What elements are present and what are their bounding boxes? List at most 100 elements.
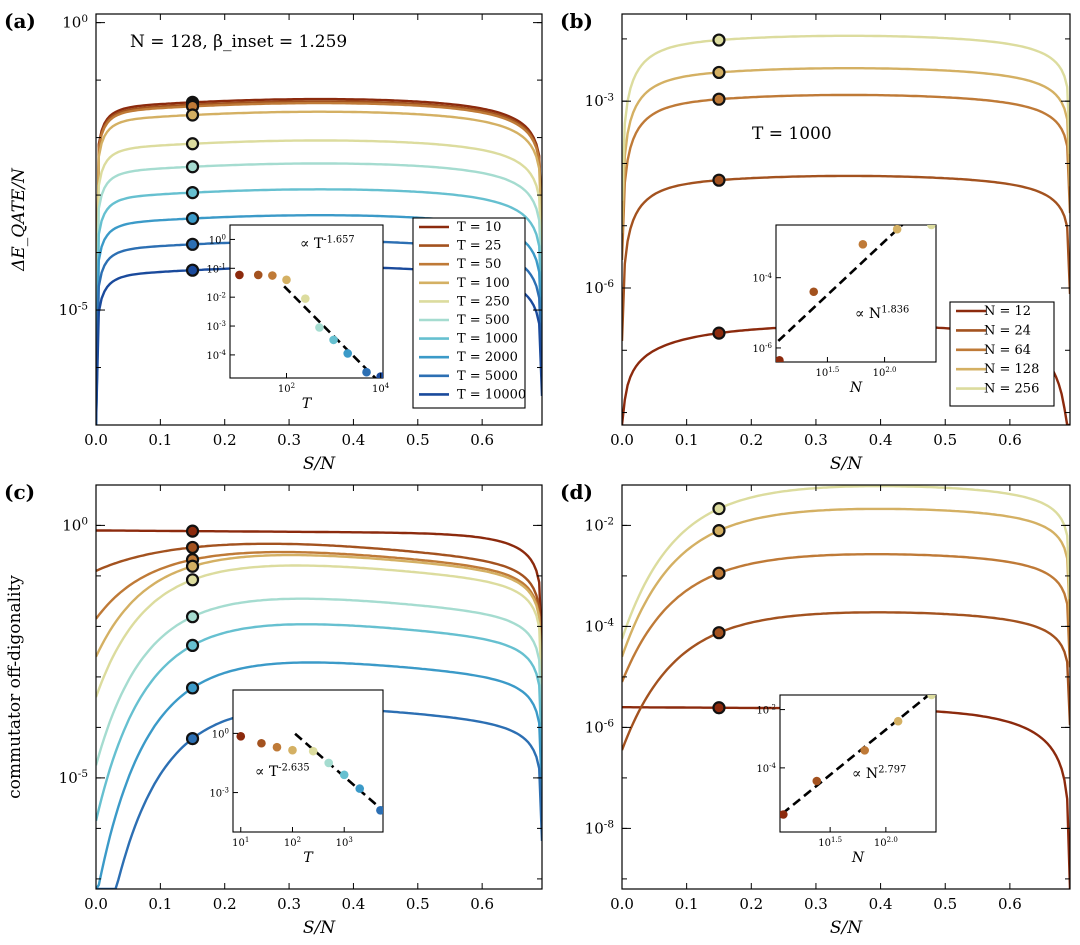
inset-point	[376, 372, 383, 378]
x-tick-label: 0.6	[470, 895, 494, 913]
y-tick-label: 10-6	[585, 718, 615, 737]
inset-y-tick-label: 10-4	[206, 349, 226, 362]
plot-frame	[95, 484, 543, 890]
y-tick-label: 10-4	[585, 617, 615, 636]
panel-d: 0.0 0.1 0.2 0.3 0.4 0.5 0.6 10-2 10-4 10-6 10-8 (d)…	[560, 480, 1071, 938]
series-line	[96, 100, 542, 369]
legend-label: T = 5000	[457, 369, 518, 384]
inset-point	[301, 294, 310, 303]
series-marker	[712, 173, 726, 187]
series-line	[622, 34, 1070, 201]
inset-y-tick-label: 10-2	[206, 291, 226, 304]
y-tick-label: 10-2	[585, 516, 614, 535]
y-axis-label: commutator off-digonality	[5, 575, 25, 799]
inset-fit-label: ∝ N2.797	[852, 765, 906, 782]
series-marker	[712, 701, 726, 715]
inset-point	[893, 716, 903, 726]
inset-point	[257, 738, 266, 748]
inset-x-tick-label: 101	[232, 836, 249, 849]
inset-fit-line	[777, 225, 904, 342]
y-tick-label: 10-6	[585, 278, 615, 297]
y-tick-label: 10-3	[585, 91, 614, 110]
series-line	[96, 564, 542, 700]
series-marker	[185, 524, 200, 538]
inset-point	[812, 776, 822, 786]
x-tick-label: 0.2	[739, 431, 763, 449]
x-tick-label: 0.6	[998, 431, 1022, 449]
series-marker	[712, 33, 726, 47]
inset-fit-label: ∝ N1.836	[855, 305, 909, 322]
inset-point	[324, 758, 333, 768]
inset-y-tick-label: 10-1	[206, 262, 226, 275]
series-marker	[712, 92, 726, 106]
annotation: T = 1000	[752, 124, 832, 144]
series-line	[622, 611, 1070, 751]
series-marker	[185, 108, 200, 122]
series-marker	[712, 524, 726, 538]
inset-point	[860, 746, 869, 755]
inset-y-tick-label: 10-6	[752, 342, 772, 355]
series-marker	[185, 540, 200, 555]
series-line	[622, 67, 1070, 234]
x-tick-label: 0.6	[998, 895, 1022, 913]
series-line	[96, 162, 542, 425]
inset-x-label: N	[849, 380, 863, 396]
x-tick-label: 0.0	[610, 431, 634, 449]
inset-y-tick-label: 10-4	[756, 762, 776, 775]
series-line	[96, 97, 542, 367]
y-tick-label: 10-5	[59, 768, 88, 787]
x-tick-label: 0.2	[213, 895, 237, 913]
x-tick-label: 0.6	[470, 431, 494, 449]
inset-point	[343, 349, 352, 358]
inset-x-tick-label: 101.5	[818, 836, 842, 849]
x-tick-label: 0.2	[739, 895, 763, 913]
x-tick-label: 0.0	[84, 895, 108, 913]
inset-point	[315, 323, 324, 332]
y-tick-label: 10-8	[585, 819, 614, 838]
panel-label: (a)	[4, 9, 36, 33]
inset-point	[253, 270, 263, 280]
annotation: N = 128, β_inset = 1.259	[130, 32, 347, 52]
legend-label: T = 500	[457, 313, 510, 328]
legend-label: N = 12	[984, 304, 1031, 319]
inset: 101 102 103 100 10-3 T ∝ T-2.635	[209, 689, 384, 866]
x-tick-label: 0.5	[406, 895, 430, 913]
x-tick-label: 0.1	[148, 895, 172, 913]
inset-x-tick-label: 102	[278, 382, 295, 395]
series-line	[96, 139, 542, 408]
panel-b: 0.0 0.1 0.2 0.3 0.4 0.5 0.6 10-3 10-6 (b) S/N T = 1…	[560, 9, 1071, 474]
x-tick-label: 0.4	[869, 431, 893, 449]
inset-x-tick-label: 102.0	[873, 366, 897, 379]
panel-c: 0.0 0.1 0.2 0.3 0.4 0.5 0.6 100 10-5 (c) S/N commut…	[4, 480, 543, 938]
inset-frame	[775, 224, 937, 363]
series-group	[96, 529, 542, 889]
x-tick-label: 0.0	[84, 431, 108, 449]
x-tick-label: 0.3	[804, 431, 828, 449]
series-marker	[185, 185, 200, 200]
legend: T = 10 T = 25 T = 50 T = 100 T = 250 T = 500 T…	[412, 217, 526, 409]
legend-label: T = 2000	[457, 350, 518, 365]
x-tick-label: 0.0	[610, 895, 634, 913]
series-line	[622, 93, 1070, 261]
series-line	[96, 529, 542, 655]
series-line	[96, 110, 542, 380]
inset-point	[776, 355, 784, 362]
legend-label: N = 24	[984, 323, 1031, 338]
inset-point	[339, 770, 349, 780]
x-tick-label: 0.3	[277, 895, 301, 913]
x-tick-label: 0.1	[675, 431, 699, 449]
legend-label: T = 50	[457, 257, 501, 272]
legend-label: T = 100	[457, 276, 510, 291]
panel-label: (d)	[560, 480, 593, 504]
x-tick-label: 0.4	[869, 895, 893, 913]
inset-point	[927, 225, 936, 230]
inset-y-tick-label: 10-3	[206, 320, 226, 333]
inset-x-label: T	[302, 396, 313, 412]
series-marker	[185, 573, 200, 587]
inset-point	[235, 270, 244, 280]
inset-x-tick-label: 101.5	[815, 366, 839, 379]
inset-point	[892, 225, 902, 234]
x-tick-label: 0.1	[148, 431, 172, 449]
inset: 102 104 100 10-1 10-2 10-3 10-4 T ∝ T-1.657	[206, 224, 390, 412]
